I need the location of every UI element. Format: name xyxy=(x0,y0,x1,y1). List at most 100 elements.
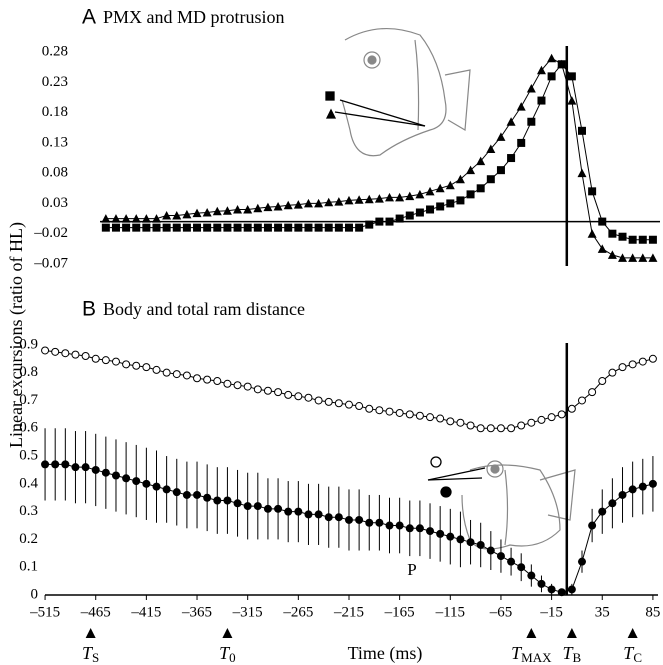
data-point xyxy=(141,214,151,223)
data-point xyxy=(304,510,313,519)
y-tick-label: –0.07 xyxy=(33,255,68,271)
data-point xyxy=(496,132,506,141)
y-tick-label: 0.9 xyxy=(19,336,38,352)
data-point xyxy=(648,354,657,363)
data-point xyxy=(203,493,212,502)
data-point xyxy=(152,214,162,223)
data-point xyxy=(385,521,394,530)
data-point xyxy=(162,211,172,220)
x-tick-label: –215 xyxy=(333,604,364,620)
data-point xyxy=(61,349,70,358)
data-point xyxy=(152,482,161,491)
data-point xyxy=(446,532,455,541)
data-point xyxy=(253,502,262,511)
data-point xyxy=(122,474,131,483)
data-point xyxy=(426,413,435,422)
data-point xyxy=(142,479,151,488)
event-label: TB xyxy=(563,643,582,665)
data-point xyxy=(426,205,435,214)
data-point xyxy=(445,180,455,190)
event-subscript: S xyxy=(92,650,99,665)
data-point xyxy=(284,223,293,232)
data-point xyxy=(547,72,556,81)
data-point xyxy=(395,408,404,417)
data-point xyxy=(547,53,557,63)
data-point xyxy=(142,223,151,232)
data-point xyxy=(365,518,374,527)
data-point xyxy=(608,368,617,377)
data-point xyxy=(456,535,465,544)
data-point xyxy=(547,413,556,422)
data-point xyxy=(385,192,395,202)
data-point xyxy=(324,223,333,232)
data-point xyxy=(172,223,181,232)
data-point xyxy=(263,504,272,513)
data-point xyxy=(263,223,272,232)
event-subscript: 0 xyxy=(229,650,236,665)
data-point xyxy=(486,175,495,184)
x-tick-label: –65 xyxy=(489,604,513,620)
data-point xyxy=(152,223,161,232)
x-tick-label: –415 xyxy=(130,604,161,620)
data-point xyxy=(365,404,374,413)
data-point xyxy=(355,223,364,232)
data-point xyxy=(182,223,191,232)
data-point xyxy=(51,460,60,469)
data-point xyxy=(334,223,343,232)
data-point xyxy=(598,217,607,226)
data-point xyxy=(648,235,657,244)
data-point xyxy=(365,220,374,229)
data-point xyxy=(618,363,627,372)
x-tick-label: –515 xyxy=(29,604,60,620)
data-point xyxy=(395,521,404,530)
data-point xyxy=(526,83,536,93)
data-point xyxy=(111,357,120,366)
y-tick-label: 0.08 xyxy=(42,165,68,181)
data-point xyxy=(334,399,343,408)
data-point xyxy=(436,529,445,538)
y-tick-label: 0.18 xyxy=(42,104,68,120)
data-point xyxy=(284,507,293,516)
event-marker xyxy=(85,628,96,638)
data-point xyxy=(71,463,80,472)
event-marker xyxy=(627,628,638,638)
data-point xyxy=(101,356,110,365)
event-symbol: T xyxy=(511,643,523,663)
data-point xyxy=(588,388,597,397)
x-tick-label: –315 xyxy=(232,604,263,620)
panel-label: A xyxy=(82,6,96,29)
data-point xyxy=(608,499,617,508)
data-point xyxy=(435,183,445,193)
data-point xyxy=(446,417,455,426)
data-point xyxy=(375,406,384,415)
data-point xyxy=(192,208,202,218)
data-point xyxy=(203,375,212,384)
data-point xyxy=(405,524,414,533)
data-point xyxy=(466,165,476,175)
data-point xyxy=(466,538,475,547)
data-point xyxy=(618,490,627,499)
data-point xyxy=(527,418,536,427)
data-point xyxy=(507,154,516,163)
data-point xyxy=(284,390,293,399)
data-point xyxy=(122,223,131,232)
x-tick-label: 85 xyxy=(645,604,660,620)
data-point xyxy=(517,138,526,147)
data-point xyxy=(101,468,110,477)
data-point xyxy=(415,189,425,199)
data-point xyxy=(385,217,394,226)
data-point xyxy=(436,414,445,423)
data-point xyxy=(324,513,333,522)
data-point xyxy=(233,223,242,232)
data-point xyxy=(466,190,475,199)
data-point xyxy=(274,388,283,397)
event-marker xyxy=(222,628,233,638)
x-axis-label: Time (ms) xyxy=(348,643,423,664)
fish-inset-vectors xyxy=(325,91,426,127)
data-point xyxy=(405,410,414,419)
data-point xyxy=(506,117,516,126)
data-point xyxy=(607,250,617,259)
data-point xyxy=(253,223,262,232)
y-axis-label: Linear excursions (ratio of HL) xyxy=(6,222,27,448)
data-point xyxy=(486,546,495,555)
